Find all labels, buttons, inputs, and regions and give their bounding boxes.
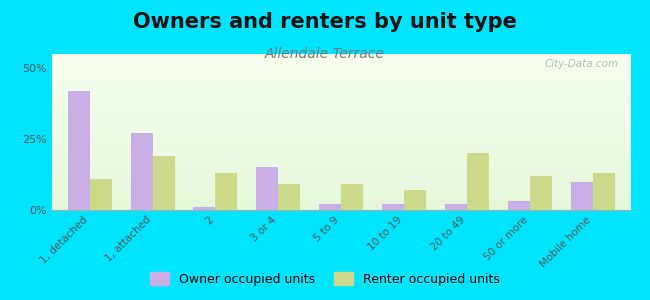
- Bar: [467, 153, 489, 210]
- Text: Allendale Terrace: Allendale Terrace: [265, 46, 385, 61]
- Bar: [153, 156, 175, 210]
- Bar: [319, 204, 341, 210]
- Bar: [131, 134, 153, 210]
- Text: City-Data.com: City-Data.com: [545, 59, 619, 69]
- Bar: [530, 176, 552, 210]
- Bar: [445, 204, 467, 210]
- Bar: [194, 207, 216, 210]
- Bar: [216, 173, 237, 210]
- Bar: [593, 173, 615, 210]
- Bar: [90, 179, 112, 210]
- Bar: [256, 167, 278, 210]
- Text: Owners and renters by unit type: Owners and renters by unit type: [133, 12, 517, 32]
- Bar: [68, 91, 90, 210]
- Bar: [404, 190, 426, 210]
- Bar: [341, 184, 363, 210]
- Bar: [382, 204, 404, 210]
- Legend: Owner occupied units, Renter occupied units: Owner occupied units, Renter occupied un…: [146, 267, 504, 291]
- Bar: [508, 202, 530, 210]
- Bar: [278, 184, 300, 210]
- Bar: [571, 182, 593, 210]
